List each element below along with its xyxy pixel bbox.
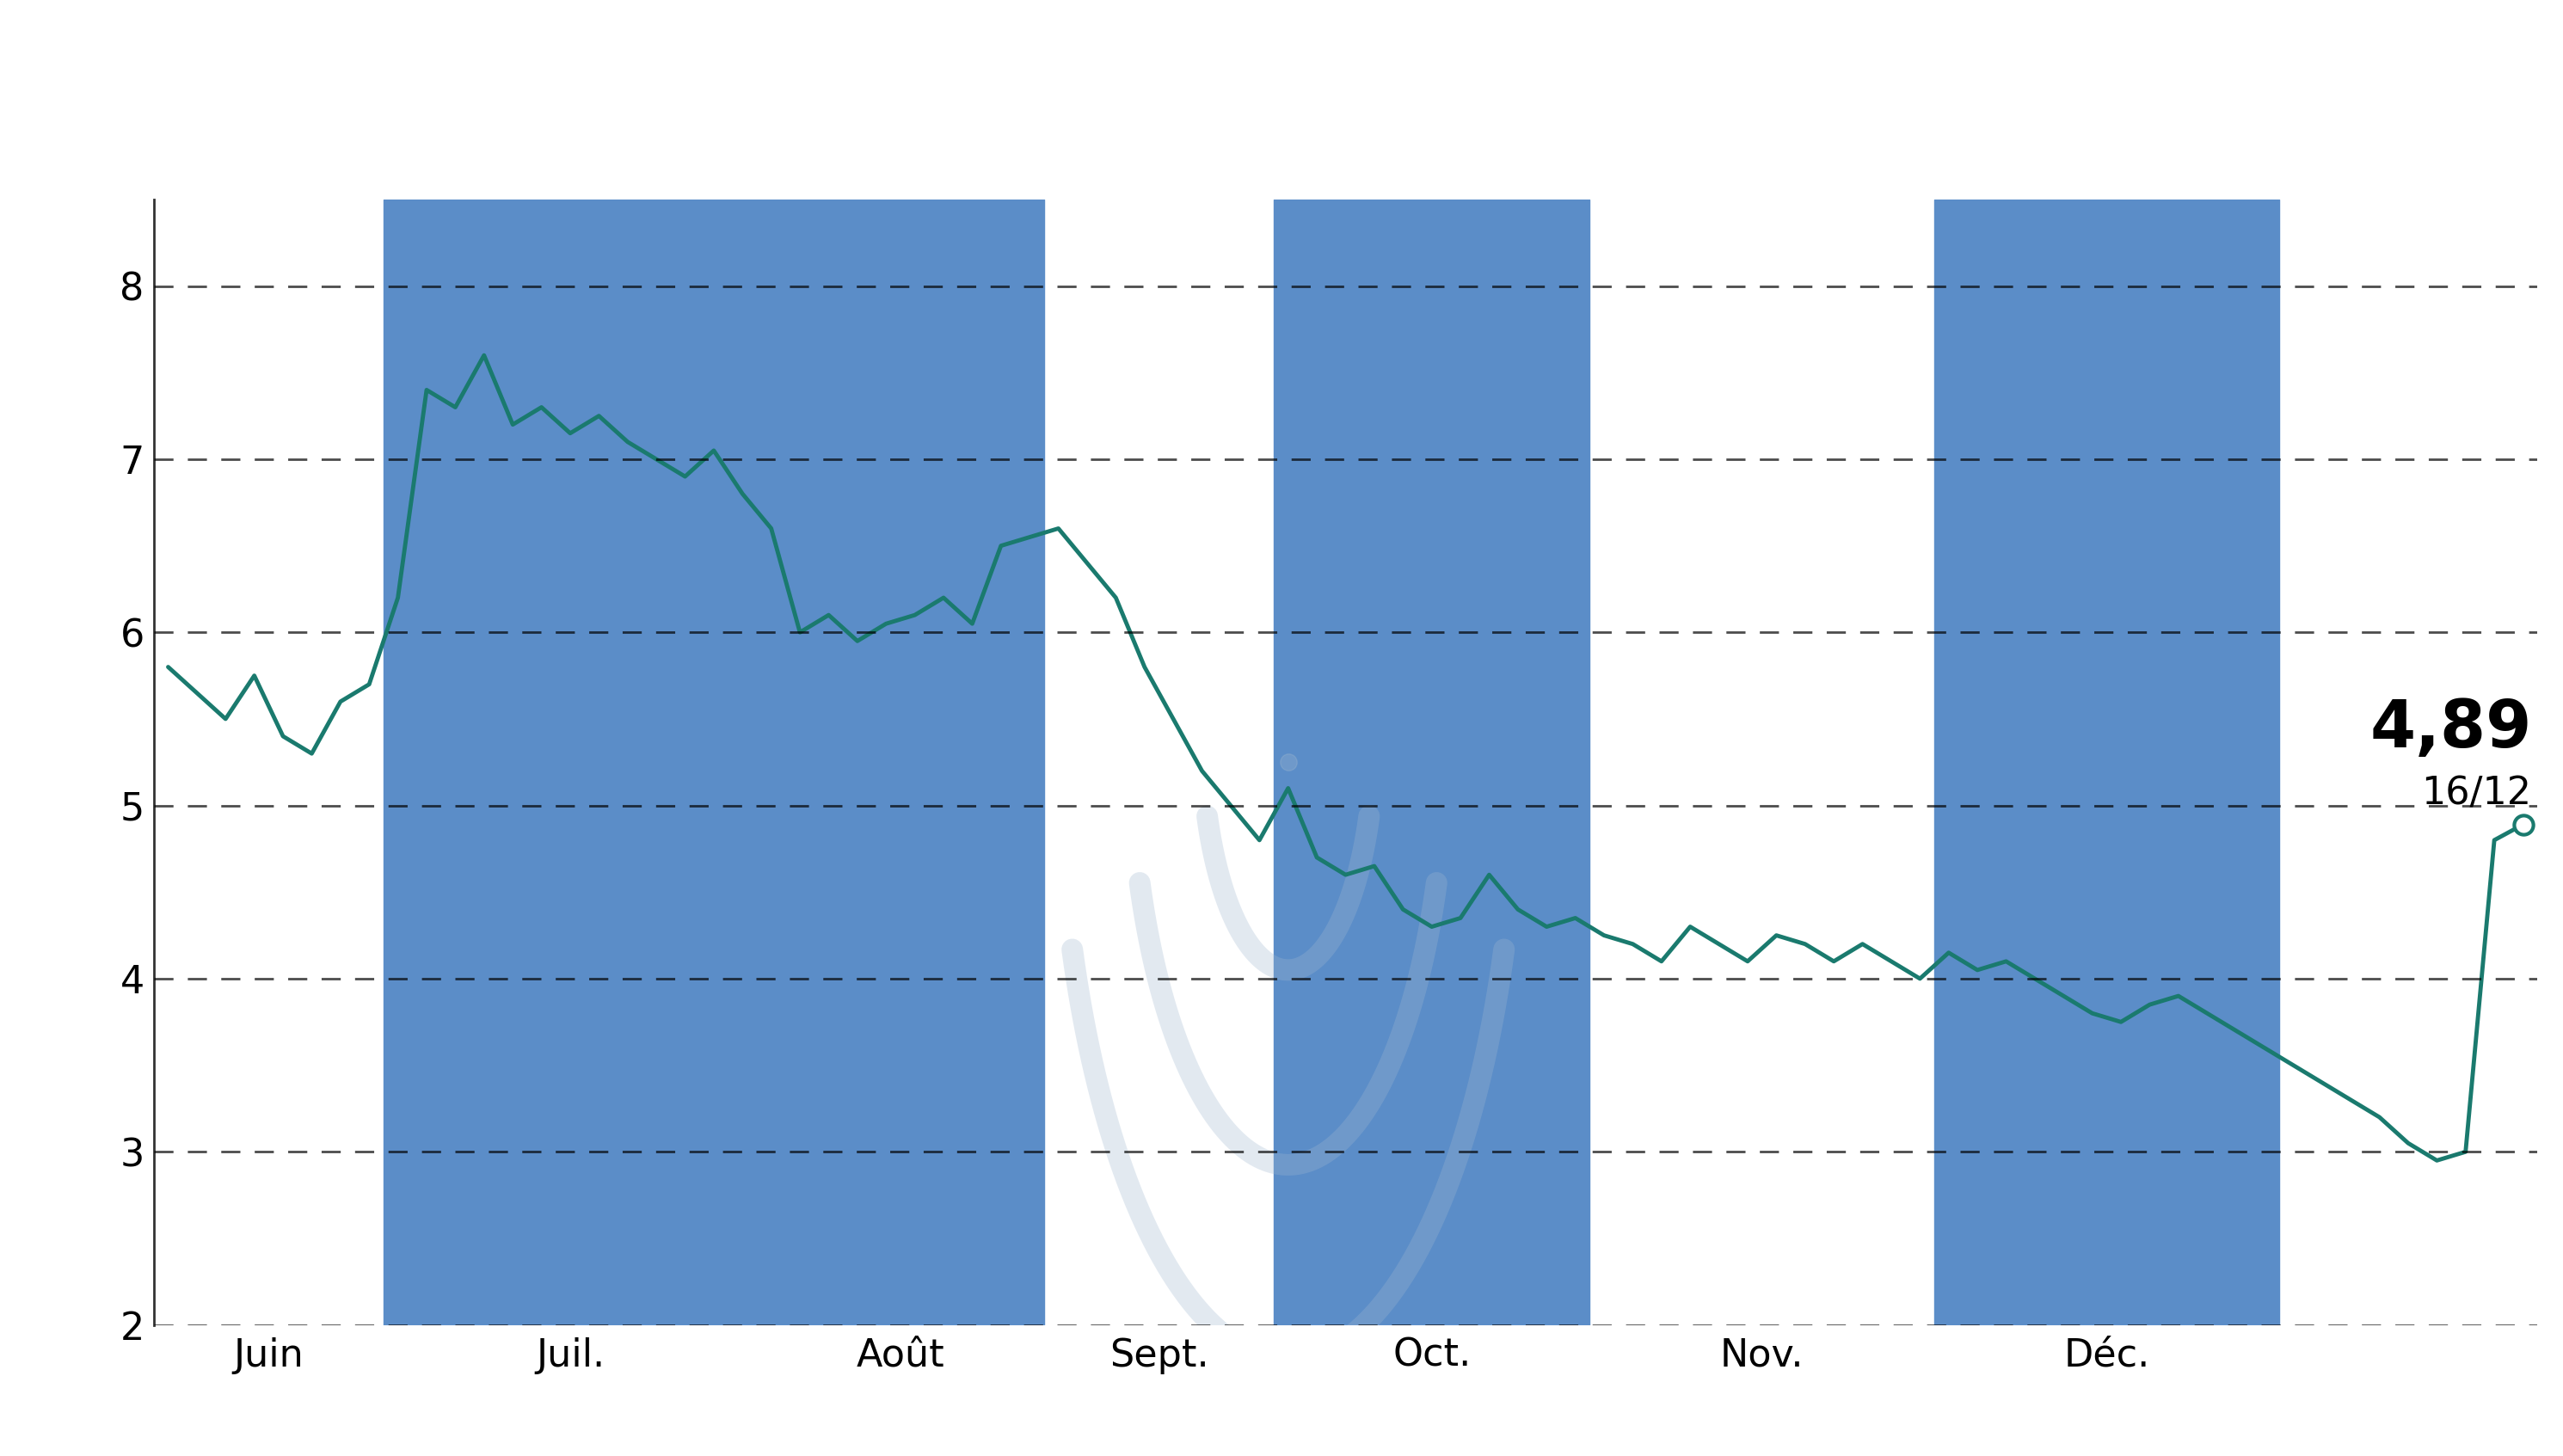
- Text: 4,89: 4,89: [2371, 697, 2532, 761]
- Bar: [384, 199, 756, 1325]
- Bar: [756, 199, 1043, 1325]
- Bar: [1274, 199, 1589, 1325]
- Text: MEMSCAP REGPT: MEMSCAP REGPT: [820, 13, 1743, 106]
- Bar: [1935, 199, 2279, 1325]
- Text: 16/12: 16/12: [2422, 775, 2532, 812]
